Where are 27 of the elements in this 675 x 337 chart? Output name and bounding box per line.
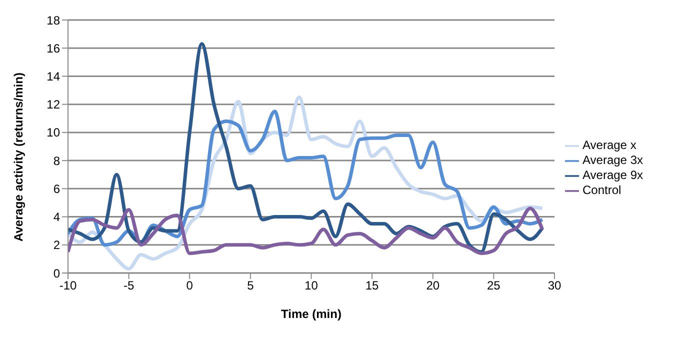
legend-label: Average x bbox=[582, 138, 636, 152]
y-tick-label: 16 bbox=[46, 41, 60, 56]
y-tick-label: 10 bbox=[46, 126, 60, 140]
x-tick-label: 10 bbox=[304, 278, 318, 293]
y-tick-label: 8 bbox=[53, 154, 60, 168]
x-tick-label: 0 bbox=[186, 278, 194, 293]
y-tick-label: 14 bbox=[46, 69, 60, 84]
y-tick-label: 6 bbox=[53, 182, 60, 196]
x-tick-label: 5 bbox=[247, 278, 254, 293]
y-tick-label: 2 bbox=[53, 238, 60, 252]
y-tick-label: 18 bbox=[46, 13, 60, 28]
y-axis-title: Average activity (returns/min) bbox=[11, 72, 26, 242]
y-tick-label: 0 bbox=[53, 266, 60, 280]
x-tick-label: 15 bbox=[365, 278, 380, 293]
x-tick-label: -5 bbox=[123, 278, 134, 293]
legend-label: Control bbox=[582, 182, 622, 197]
x-axis-title: Time (min) bbox=[281, 307, 342, 321]
x-tick-label: 25 bbox=[487, 278, 501, 293]
x-tick-label: 30 bbox=[548, 278, 562, 293]
legend-label: Average 3x bbox=[582, 153, 643, 168]
x-tick-label: 20 bbox=[426, 278, 440, 293]
line-series bbox=[68, 42, 544, 254]
x-tick-label: -10 bbox=[59, 278, 77, 293]
y-tick-label: 4 bbox=[53, 210, 60, 224]
legend-label: Average 9x bbox=[582, 168, 643, 182]
line-series bbox=[68, 206, 544, 256]
y-tick-label: 12 bbox=[46, 98, 60, 112]
